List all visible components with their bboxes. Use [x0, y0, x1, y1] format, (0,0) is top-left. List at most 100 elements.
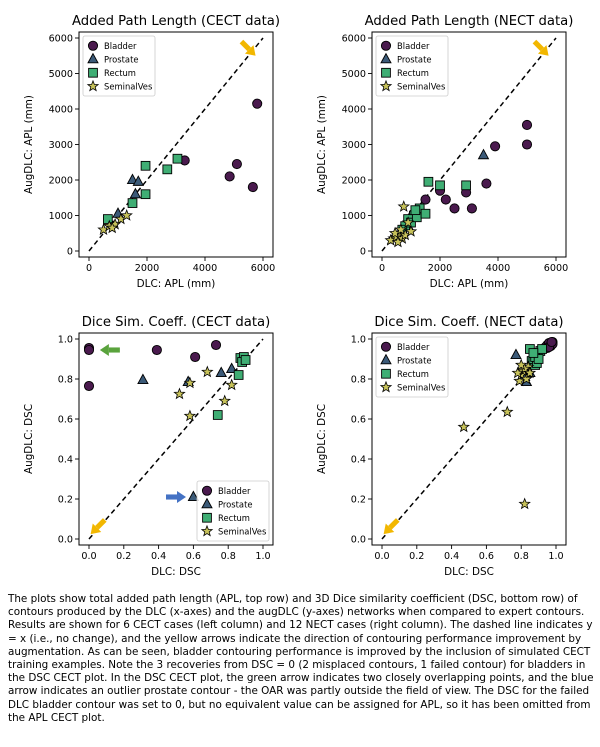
data-point: [129, 187, 142, 199]
data-point: [183, 376, 197, 389]
data-point: [190, 351, 201, 363]
legend-marker: [201, 497, 213, 509]
plot-frame: [371, 332, 567, 546]
legend-marker: [379, 380, 393, 393]
legend-label: Prostate: [104, 54, 139, 64]
data-point: [420, 194, 431, 205]
legend-marker: [87, 52, 99, 64]
y-tick-label: 0.2: [351, 494, 366, 505]
y-tick-label: 5000: [342, 69, 366, 80]
yellow-arrow: [383, 518, 400, 535]
legend: Bladder Prostate Rectum SeminalVes: [375, 35, 449, 97]
x-tick-label: 0.6: [186, 551, 201, 562]
chart-title: Added Path Length (NECT data): [365, 14, 574, 29]
legend-marker: [201, 485, 213, 496]
legend-marker: [200, 524, 214, 537]
legend-label: SeminalVes: [397, 382, 445, 392]
data-point: [394, 223, 408, 235]
y-tick-label: 0.6: [351, 414, 366, 425]
legend: Bladder Prostate Rectum SeminalVes: [375, 336, 449, 398]
data-point: [231, 158, 242, 170]
data-point: [173, 387, 186, 400]
y-tick-label: 2000: [342, 175, 366, 186]
legend-marker: [380, 353, 392, 365]
data-point: [172, 153, 183, 164]
chart-title: Added Path Length (CECT data): [72, 14, 280, 29]
yellow-arrow: [532, 39, 549, 56]
legend-box: [375, 35, 449, 97]
y-tick-label: 5000: [49, 69, 73, 80]
yellow-arrow: [90, 518, 107, 535]
legend-label: Bladder: [397, 342, 430, 352]
x-axis-label: DLC: APL (mm): [430, 278, 509, 290]
x-tick-label: 2000: [428, 263, 452, 274]
series-rectum: [102, 153, 183, 224]
data-point: [83, 380, 95, 392]
y-tick-label: 0: [67, 246, 73, 257]
identity-line: [381, 338, 557, 540]
data-point: [247, 182, 258, 193]
data-point: [83, 344, 95, 356]
data-point: [224, 171, 235, 182]
legend-marker: [381, 368, 391, 379]
x-tick-label: 0.8: [514, 551, 529, 562]
data-point: [215, 366, 227, 378]
series-bladder: [179, 98, 263, 193]
chart-dsc_nect: Dice Sim. Coeff. (NECT data) 0.0 0.2 0.4 0.6…: [316, 315, 567, 578]
data-point: [187, 490, 200, 502]
legend-label: Prostate: [218, 499, 253, 509]
data-point: [233, 370, 244, 380]
data-point: [546, 336, 557, 348]
x-tick-label: 4000: [486, 263, 510, 274]
data-point: [520, 372, 533, 385]
data-point: [401, 216, 415, 228]
figure: Added Path Length (CECT data) 0 2000 4000 60…: [23, 14, 574, 578]
series-rectum: [212, 352, 251, 420]
data-point: [404, 224, 418, 237]
y-tick-label: 1000: [342, 211, 366, 222]
data-point: [397, 200, 410, 212]
series-seminalves: [384, 200, 418, 248]
legend-label: SeminalVes: [104, 81, 152, 91]
data-point: [457, 420, 470, 433]
data-point: [240, 355, 251, 365]
data-point: [162, 164, 173, 175]
data-point: [521, 139, 533, 150]
x-tick-label: 0.2: [116, 551, 131, 562]
blue-arrow: [166, 491, 186, 503]
chart-title: Dice Sim. Coeff. (NECT data): [374, 315, 563, 330]
legend-marker: [380, 52, 392, 64]
x-axis-label: DLC: APL (mm): [137, 278, 216, 290]
y-tick-label: 0.6: [58, 414, 73, 425]
series-seminalves: [457, 358, 537, 510]
legend-label: Rectum: [397, 68, 429, 78]
x-tick-label: 0.4: [151, 551, 166, 562]
legend-label: SeminalVes: [397, 81, 445, 91]
legend-marker: [381, 67, 391, 78]
y-tick-label: 0.0: [58, 534, 73, 545]
y-tick-label: 1.0: [351, 334, 366, 345]
x-tick-label: 6000: [544, 263, 568, 274]
legend-label: Bladder: [218, 486, 251, 496]
data-point: [127, 198, 138, 208]
data-point: [225, 378, 238, 391]
data-point: [391, 235, 405, 248]
x-tick-label: 0: [379, 263, 385, 274]
chart-apl_cect: Added Path Length (CECT data) 0 2000 4000 60…: [23, 14, 280, 290]
data-point: [102, 214, 113, 224]
data-point: [132, 175, 145, 186]
y-tick-label: 1000: [49, 211, 73, 222]
data-point: [151, 344, 162, 356]
series-seminalves: [97, 208, 133, 235]
legend-marker: [380, 341, 392, 352]
legend-label: SeminalVes: [218, 526, 266, 536]
y-tick-label: 6000: [342, 33, 366, 44]
legend-box: [196, 480, 270, 542]
y-tick-label: 0.4: [351, 454, 366, 465]
legend-marker: [379, 79, 393, 92]
plot-frame: [78, 332, 274, 546]
data-point: [510, 348, 522, 360]
data-point: [490, 141, 501, 152]
legend-label: Bladder: [397, 41, 430, 51]
x-axis-label: DLC: DSC: [151, 566, 201, 578]
